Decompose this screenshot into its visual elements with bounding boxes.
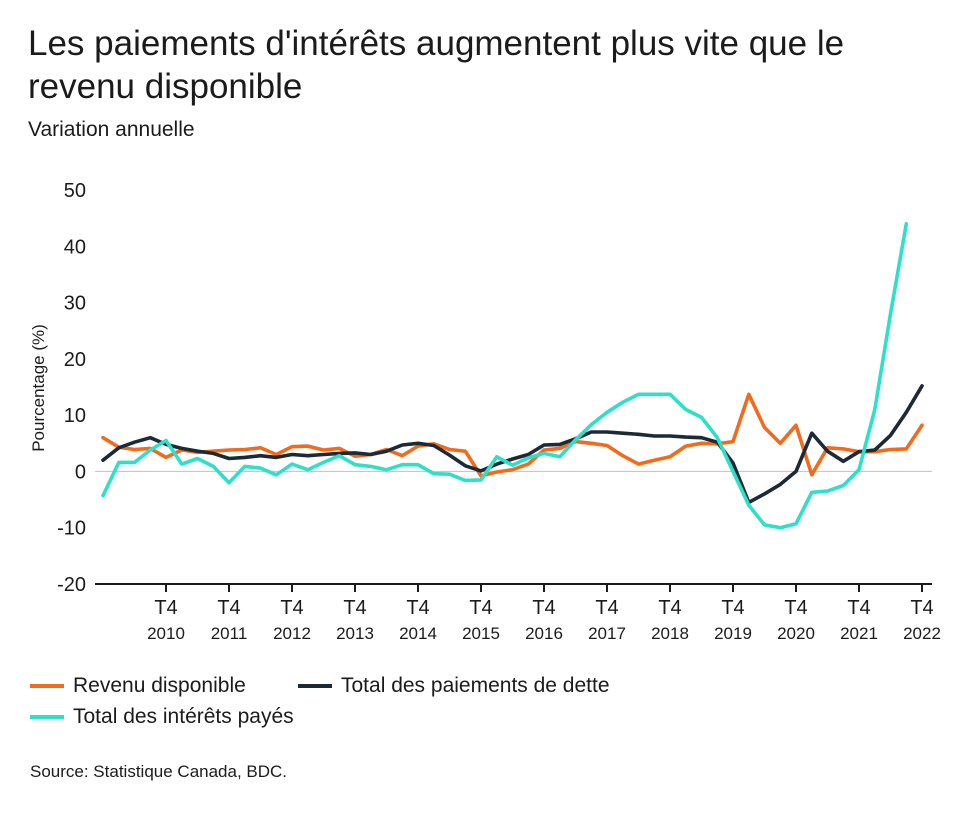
x-tick-year-label: 2022: [903, 624, 941, 643]
y-tick-label: 10: [64, 405, 86, 427]
chart-subtitle: Variation annuelle: [28, 118, 195, 141]
legend-item-paiements-dette: Total des paiements de dette: [298, 674, 610, 698]
chart-title: Les paiements d'intérêts augmentent plus…: [28, 24, 845, 106]
x-tick-label: T4: [343, 597, 366, 619]
x-tick-year-label: 2017: [588, 624, 626, 643]
x-tick-label: T4: [469, 597, 492, 619]
series-line-paiements-dette: [101, 384, 924, 505]
legend-swatch-paiements-dette: [298, 684, 332, 688]
x-tick-year-label: 2012: [273, 624, 311, 643]
x-tick-year-label: 2020: [777, 624, 815, 643]
x-tick-label: T4: [595, 597, 618, 619]
y-tick-label: 20: [64, 349, 86, 371]
x-tick-year-label: 2016: [525, 624, 563, 643]
x-tick-label: T4: [406, 597, 429, 619]
x-tick-label: T4: [721, 597, 744, 619]
x-tick-label: T4: [910, 597, 933, 619]
legend-label-revenu-disponible: Revenu disponible: [73, 674, 246, 697]
y-tick-label: 40: [64, 236, 86, 258]
x-tick-label: T4: [658, 597, 681, 619]
x-tick-year-label: 2013: [336, 624, 374, 643]
x-tick-label: T4: [847, 597, 870, 619]
x-tick-label: T4: [154, 597, 177, 619]
legend-item-revenu-disponible: Revenu disponible: [30, 674, 246, 698]
x-tick-label: T4: [532, 597, 555, 619]
y-tick-label: -20: [57, 574, 86, 596]
x-tick-year-label: 2014: [399, 624, 437, 643]
x-tick-label: T4: [217, 597, 240, 619]
chart-source: Source: Statistique Canada, BDC.: [30, 762, 288, 781]
x-tick-year-label: 2018: [651, 624, 689, 643]
x-tick-label: T4: [784, 597, 807, 619]
x-tick-year-label: 2019: [714, 624, 752, 643]
x-tick-year-label: 2015: [462, 624, 500, 643]
x-tick-year-label: 2011: [211, 624, 248, 643]
y-tick-label: -10: [57, 518, 86, 540]
legend-label-interets-payes: Total des intérêts payés: [73, 705, 294, 728]
y-tick-label: 50: [64, 180, 86, 202]
legend-label-paiements-dette: Total des paiements de dette: [341, 674, 610, 697]
x-tick-label: T4: [280, 597, 303, 619]
legend-item-interets-payes: Total des intérêts payés: [30, 705, 294, 729]
x-tick-year-label: 2021: [840, 624, 878, 643]
y-tick-label: 30: [64, 293, 86, 315]
legend-swatch-revenu-disponible: [30, 684, 64, 688]
series-line-revenu-disponible: [101, 392, 924, 478]
x-tick-year-label: 2010: [147, 624, 185, 643]
series-line-interets-payes: [101, 222, 909, 530]
legend-swatch-interets-payes: [30, 715, 64, 719]
y-tick-label: 0: [75, 461, 86, 483]
y-axis-label: Pourcentage (%): [29, 324, 48, 452]
